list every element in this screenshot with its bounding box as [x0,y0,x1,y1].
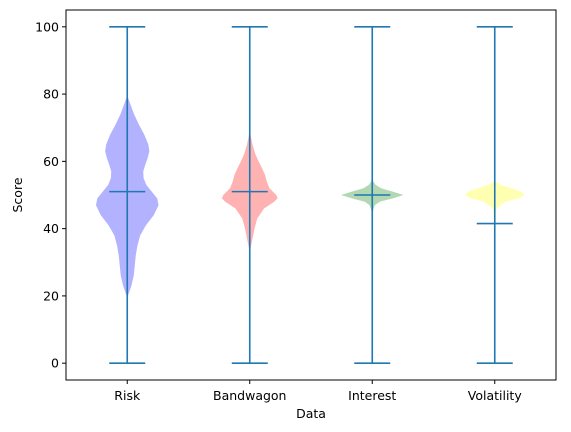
y-tick-label: 0 [51,356,59,371]
x-axis-ticks: Risk Bandwagon Interest Volatility [114,380,522,403]
y-tick-label: 40 [43,221,59,236]
x-axis-label: Data [296,406,326,421]
x-tick-label: Bandwagon [213,388,286,403]
y-tick-label: 100 [35,19,59,34]
plot-frame [65,9,557,381]
violin-bodies [95,97,525,296]
y-tick-label: 20 [43,288,59,303]
x-tick-label: Volatility [468,388,523,403]
whisker-lines [109,26,513,364]
y-tick-label: 80 [43,87,59,102]
y-axis-label: Score [10,177,25,212]
y-axis-ticks: 0 20 40 60 80 100 [35,19,66,371]
y-tick-label: 60 [43,154,59,169]
x-tick-label: Interest [348,388,396,403]
x-tick-label: Risk [114,388,141,403]
